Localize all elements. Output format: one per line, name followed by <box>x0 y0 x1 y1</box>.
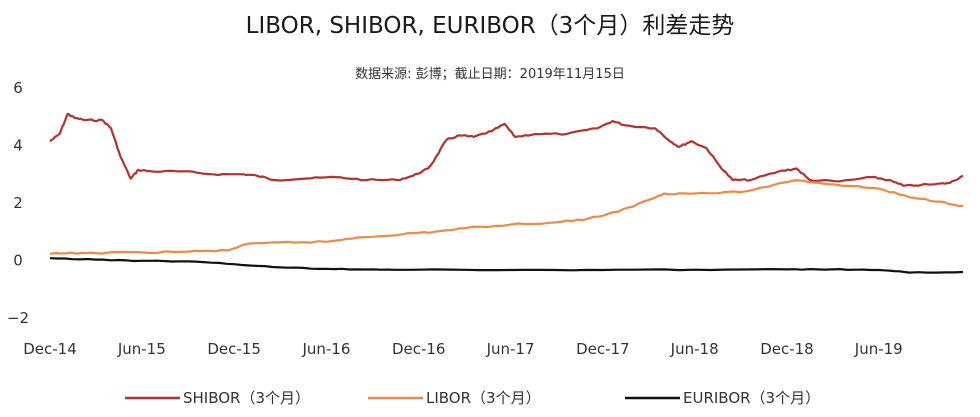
x-axis: Dec-14 Jun-15 Dec-15 Jun-16 Dec-16 Jun-17 Dec-… <box>23 340 902 358</box>
y-tick-label: −2 <box>7 309 29 327</box>
legend-label: EURIBOR（3个月） <box>683 389 820 407</box>
legend-label: LIBOR（3个月） <box>426 389 541 407</box>
series-line-euribor <box>49 257 964 274</box>
x-tick-label: Dec-14 <box>23 340 77 358</box>
y-tick-label: 2 <box>13 194 23 212</box>
x-tick-label: Jun-15 <box>117 340 166 358</box>
y-tick-label: 6 <box>13 79 23 97</box>
y-axis: 6 4 2 0 −2 <box>7 79 29 327</box>
x-tick-label: Dec-15 <box>207 340 261 358</box>
x-tick-label: Jun-18 <box>670 340 719 358</box>
x-tick-label: Dec-18 <box>760 340 814 358</box>
series-line-libor <box>49 178 963 255</box>
x-tick-label: Jun-17 <box>486 340 535 358</box>
chart-title: LIBOR, SHIBOR, EURIBOR（3个月）利差走势 <box>246 13 735 39</box>
y-tick-label: 4 <box>13 137 23 155</box>
chart-subtitle: 数据来源: 彭博；截止日期：2019年11月15日 <box>355 67 625 82</box>
legend-item-libor[interactable]: LIBOR（3个月） <box>368 389 541 407</box>
y-tick-label: 0 <box>13 252 23 270</box>
x-tick-label: Jun-19 <box>854 340 903 358</box>
x-tick-label: Dec-17 <box>576 340 630 358</box>
legend-item-shibor[interactable]: SHIBOR（3个月） <box>125 389 310 407</box>
x-tick-label: Dec-16 <box>392 340 446 358</box>
x-tick-label: Jun-16 <box>301 340 350 358</box>
legend-item-euribor[interactable]: EURIBOR（3个月） <box>625 389 820 407</box>
plot-area <box>49 112 964 274</box>
legend-label: SHIBOR（3个月） <box>183 389 310 407</box>
series-line-shibor <box>49 112 964 187</box>
legend: SHIBOR（3个月） LIBOR（3个月） EURIBOR（3个月） <box>125 389 820 407</box>
